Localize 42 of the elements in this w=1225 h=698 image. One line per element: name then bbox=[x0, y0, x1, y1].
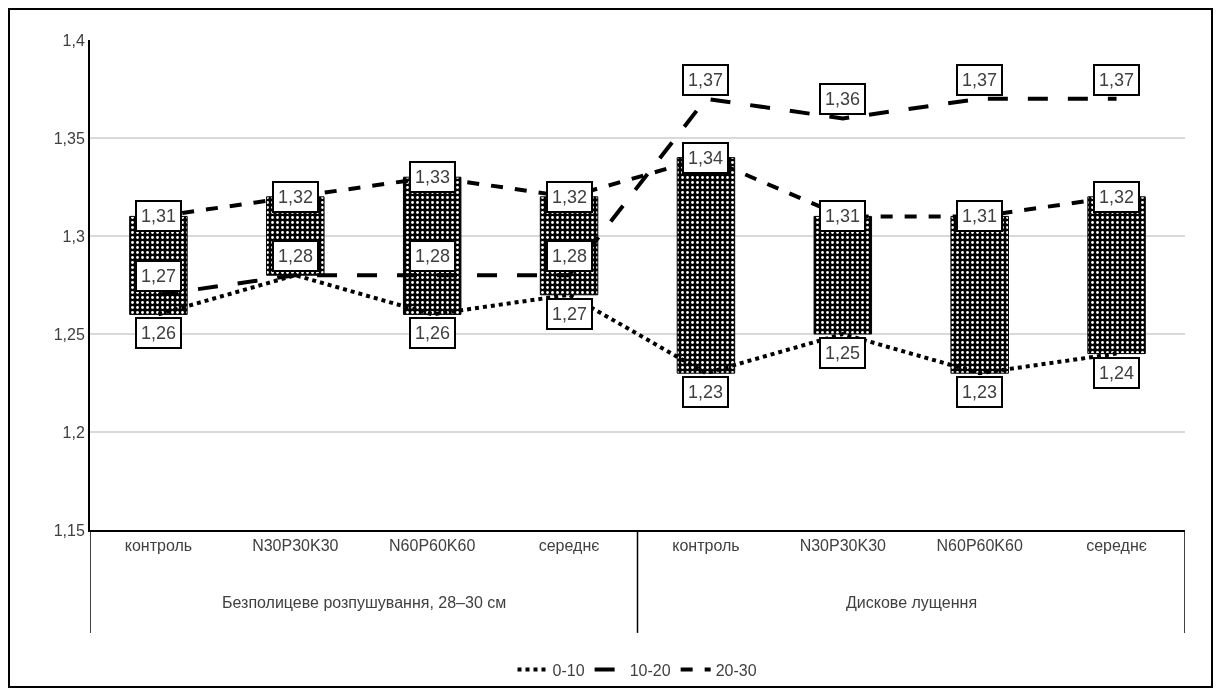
data-label: 1,23 bbox=[688, 382, 724, 402]
data-label: 1,27 bbox=[141, 266, 177, 286]
data-label: 1,31 bbox=[141, 206, 177, 226]
y-tick-label: 1,25 bbox=[53, 325, 85, 343]
data-label: 1,23 bbox=[962, 382, 998, 402]
data-label: 1,34 bbox=[688, 148, 724, 168]
data-label: 1,27 bbox=[552, 304, 588, 324]
x-tick-label: контроль bbox=[124, 537, 193, 555]
y-tick-label: 1,35 bbox=[53, 129, 85, 147]
y-tick-label: 1,4 bbox=[62, 31, 85, 49]
data-label: 1,32 bbox=[278, 187, 314, 207]
data-label: 1,25 bbox=[825, 343, 861, 363]
x-tick-label: контроль bbox=[672, 537, 740, 555]
data-label: 1,26 bbox=[141, 323, 177, 343]
data-label: 1,28 bbox=[278, 246, 314, 266]
x-tick-label: N60P60K60 bbox=[936, 537, 1023, 555]
legend-label: 20-30 bbox=[715, 661, 757, 679]
data-label: 1,37 bbox=[1099, 70, 1135, 90]
data-label: 1,33 bbox=[415, 167, 451, 187]
data-label: 1,37 bbox=[688, 70, 724, 90]
x-tick-label: середнє bbox=[1086, 537, 1147, 555]
y-tick-label: 1,3 bbox=[62, 227, 85, 245]
data-label: 1,28 bbox=[415, 246, 451, 266]
data-label: 1,28 bbox=[552, 246, 588, 266]
data-label: 1,31 bbox=[825, 206, 861, 226]
data-label: 1,32 bbox=[552, 187, 588, 207]
data-label: 1,24 bbox=[1099, 363, 1135, 383]
data-label: 1,37 bbox=[962, 70, 998, 90]
legend-label: 0-10 bbox=[552, 661, 585, 679]
x-tick-label: N30P30K30 bbox=[799, 537, 887, 555]
y-tick-label: 1,15 bbox=[53, 521, 85, 539]
x-tick-label: середнє bbox=[538, 537, 600, 555]
data-label: 1,31 bbox=[962, 206, 998, 226]
y-tick-label: 1,2 bbox=[62, 423, 85, 441]
text: Безполицеве розпушування, 28–30 см bbox=[222, 594, 507, 611]
data-label: 1,26 bbox=[415, 323, 451, 343]
text: Дискове лущення bbox=[846, 594, 978, 611]
legend-label: 10-20 bbox=[629, 661, 671, 679]
x-tick-label: N30P30K30 bbox=[252, 537, 339, 555]
data-label: 1,32 bbox=[1099, 187, 1135, 207]
data-label: 1,36 bbox=[825, 89, 861, 109]
x-tick-label: N60P60K60 bbox=[389, 537, 476, 555]
